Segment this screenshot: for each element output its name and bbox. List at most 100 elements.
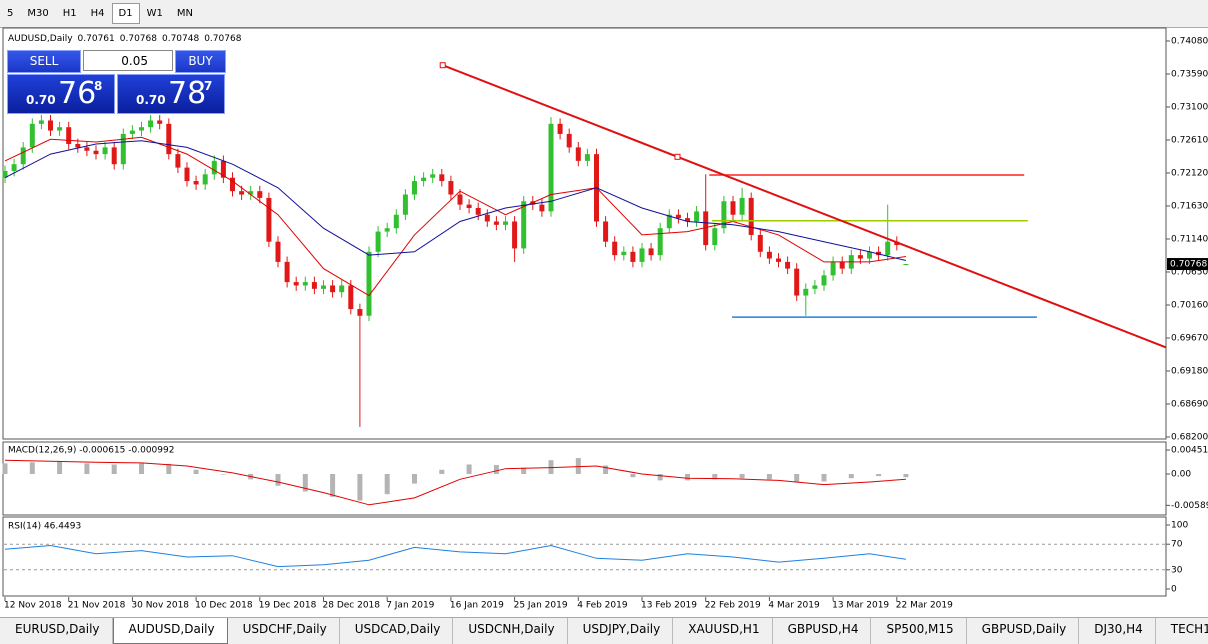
x-tick-label: 21 Nov 2018 (68, 601, 126, 611)
bid-main: 76 (58, 76, 97, 111)
timeframe-button[interactable]: M30 (27, 8, 49, 19)
candle-body (257, 191, 263, 198)
macd-bar (821, 474, 827, 482)
price-tag-label: 0.70768 (1170, 260, 1207, 270)
candle-body (812, 285, 818, 289)
candle-body (284, 261, 290, 283)
candle-body (421, 177, 427, 182)
candle-body (503, 221, 508, 225)
timeframe-button[interactable]: H4 (90, 8, 105, 19)
candle-body (803, 288, 809, 296)
candle-body (439, 174, 445, 182)
x-tick-label: 13 Feb 2019 (641, 601, 697, 611)
candle-body (357, 309, 363, 316)
macd-bar (29, 462, 35, 475)
chart-tabs: EURUSD,Daily AUDUSD,Daily USDCHF,Daily USDC… (0, 617, 1208, 644)
candle-body (366, 251, 372, 316)
candle-body (266, 197, 272, 242)
candle-body (748, 197, 754, 235)
lot-input[interactable]: 0.05 (83, 50, 173, 71)
candle-body (685, 218, 690, 222)
macd-bar (603, 465, 609, 475)
candle-body (102, 147, 108, 155)
quote-value: 0.70761 (78, 34, 115, 44)
chart-tab[interactable]: USDCHF,Daily (228, 618, 340, 644)
timeframe-button[interactable]: D1 (111, 3, 140, 24)
chart-tab[interactable]: USDCNH,Daily (453, 618, 568, 644)
chart-tab[interactable]: GBPUSD,Daily (967, 618, 1080, 644)
candle-body (603, 221, 609, 242)
x-tick-label: 10 Dec 2018 (195, 601, 253, 611)
chart-tab[interactable]: TECH100,H1 (1156, 618, 1208, 644)
macd-bar (412, 474, 417, 484)
candle-body (339, 285, 345, 293)
y-tick-label: 0.73590 (1171, 69, 1208, 79)
candle-body (867, 251, 872, 259)
candle-body (20, 147, 26, 165)
chart-tab[interactable]: XAUUSD,H1 (673, 618, 773, 644)
y-tick-label: 0.69670 (1171, 333, 1208, 343)
timeframe-button[interactable]: MN (176, 8, 193, 19)
ask-price[interactable]: 0.70 78 7 (117, 74, 225, 114)
candle-body (248, 191, 254, 195)
candle-body (430, 174, 436, 178)
buy-button[interactable]: BUY (175, 50, 226, 73)
moving-average (4, 140, 907, 261)
candle-body (311, 282, 317, 289)
x-tick-label: 12 Nov 2018 (4, 601, 62, 611)
candle-body (211, 160, 217, 175)
candle-body (148, 120, 154, 128)
candle-body (493, 221, 499, 225)
chart-tab[interactable]: GBPUSD,H4 (773, 618, 872, 644)
chart: 0.74080 0.73590 0.73100 0.72610 0.72120 0.716… (2, 27, 1208, 611)
candle-body (157, 120, 163, 124)
candle-body (785, 261, 791, 269)
chart-tab[interactable]: DJ30,H4 (1079, 618, 1156, 644)
sell-button[interactable]: SELL (7, 50, 81, 73)
macd-panel (2, 441, 1167, 516)
candle-body (730, 201, 736, 215)
candle-body (757, 234, 763, 252)
timeframe-button[interactable]: W1 (146, 8, 163, 19)
candle-body (694, 211, 700, 222)
candle-body (184, 167, 190, 182)
candle-body (621, 251, 627, 256)
rsi-line (4, 544, 906, 568)
y-tick-label: 0.74080 (1171, 36, 1208, 46)
candle-body (794, 268, 800, 296)
candle-body (521, 201, 527, 249)
candle-body (657, 228, 663, 256)
candle-body (2, 170, 8, 178)
candle-body (230, 177, 235, 192)
macd-bar (193, 469, 199, 475)
indicator-title: MACD(12,26,9) -0.000615 -0.000992 (8, 446, 174, 456)
bid-price[interactable]: 0.70 76 8 (7, 74, 115, 114)
macd-bar (657, 474, 663, 481)
rsi-panel (2, 516, 1167, 597)
candle-body (75, 144, 81, 148)
candle-body (93, 150, 99, 155)
candle-body (557, 123, 563, 134)
x-tick-label: 22 Mar 2019 (896, 601, 953, 611)
x-tick-label: 30 Nov 2018 (131, 601, 189, 611)
ask-pip: 7 (204, 79, 213, 93)
x-tick-label: 4 Mar 2019 (768, 601, 820, 611)
candle-body (721, 201, 727, 229)
candle-body (675, 214, 681, 219)
candle-body (111, 147, 117, 165)
chart-tab[interactable]: SP500,M15 (871, 618, 967, 644)
chart-tab[interactable]: EURUSD,Daily (0, 618, 113, 644)
timeframe-button[interactable]: H1 (62, 8, 77, 19)
candle-body (639, 248, 645, 262)
candle-body (666, 214, 672, 229)
y-tick-label: 0 (1171, 585, 1177, 595)
candle-body (739, 197, 745, 215)
chart-tab[interactable]: USDCAD,Daily (340, 618, 454, 644)
candle-body (384, 228, 390, 232)
chart-tab[interactable]: AUDUSD,Daily (112, 618, 228, 644)
candle-body (584, 154, 590, 161)
candle-body (903, 264, 909, 266)
chart-tab[interactable]: USDJPY,Daily (568, 618, 674, 644)
timeframe-button[interactable]: 5 (7, 8, 14, 19)
macd-signal (4, 459, 906, 506)
